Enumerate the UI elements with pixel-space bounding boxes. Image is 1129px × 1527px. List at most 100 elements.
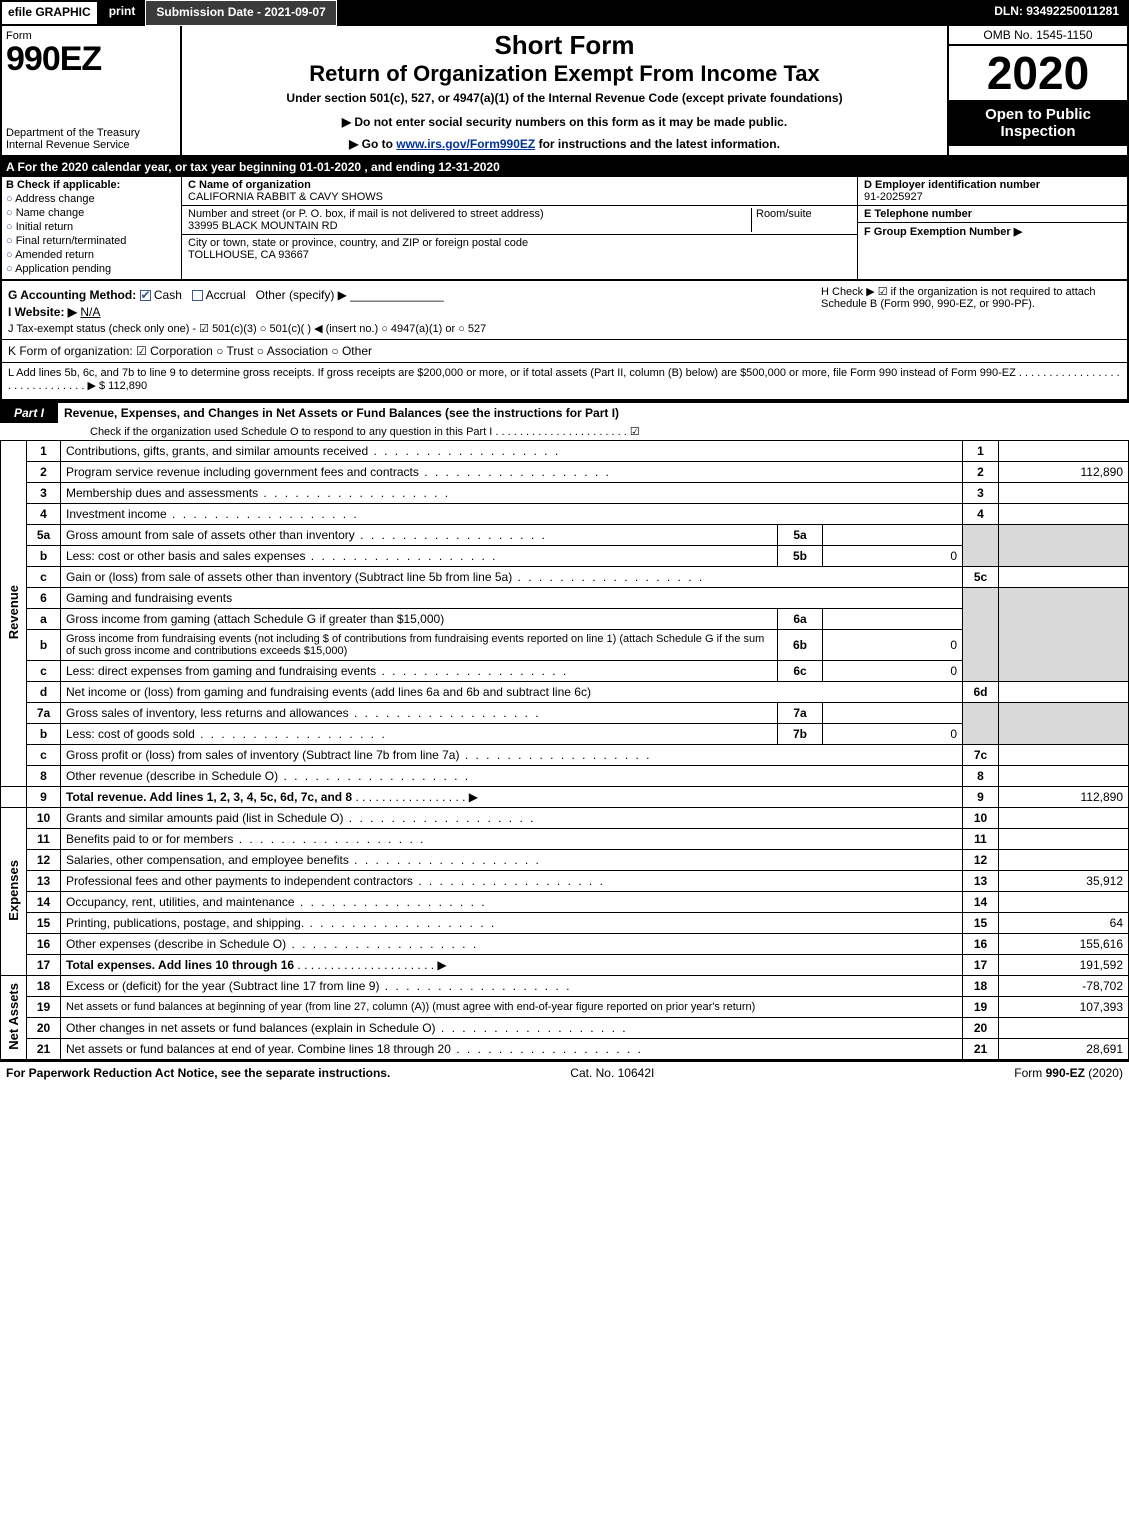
line-10-amt [999, 808, 1129, 829]
line-6a-subamt [823, 609, 963, 630]
line-5a-sub: 5a [778, 525, 823, 546]
line-8-num: 8 [27, 766, 61, 787]
line-20-col: 20 [963, 1018, 999, 1039]
line-17-text: Total expenses. Add lines 10 through 16 … [61, 955, 963, 976]
line-7c-text: Gross profit or (loss) from sales of inv… [61, 745, 963, 766]
do-not-enter-ssn: ▶ Do not enter social security numbers o… [188, 115, 941, 129]
line-6b-subamt: 0 [823, 630, 963, 661]
chk-cash[interactable] [140, 290, 151, 301]
line-19-text: Net assets or fund balances at beginning… [61, 997, 963, 1018]
j-tax-exempt: J Tax-exempt status (check only one) - ☑… [8, 322, 1121, 335]
section-b: B Check if applicable: Address change Na… [2, 177, 182, 279]
line-11-text: Benefits paid to or for members [61, 829, 963, 850]
line-20-text: Other changes in net assets or fund bala… [61, 1018, 963, 1039]
line-6d-col: 6d [963, 682, 999, 703]
line-8-amt [999, 766, 1129, 787]
line-5b-sub: 5b [778, 546, 823, 567]
line-7b-num: b [27, 724, 61, 745]
org-city: TOLLHOUSE, CA 93667 [188, 249, 309, 261]
ein-value: 91-2025927 [864, 191, 923, 203]
chk-address-change[interactable]: Address change [6, 193, 177, 205]
part-i-label: Part I [0, 403, 58, 423]
line-9-amt: 112,890 [999, 787, 1129, 808]
chk-amended-return[interactable]: Amended return [6, 249, 177, 261]
line-4-amt [999, 504, 1129, 525]
gray-7 [963, 703, 999, 745]
submission-date: Submission Date - 2021-09-07 [145, 0, 336, 26]
line-18-amt: -78,702 [999, 976, 1129, 997]
goto-instructions: ▶ Go to www.irs.gov/Form990EZ for instru… [188, 137, 941, 151]
line-10-text: Grants and similar amounts paid (list in… [61, 808, 963, 829]
chk-initial-return[interactable]: Initial return [6, 221, 177, 233]
line-12-num: 12 [27, 850, 61, 871]
line-14-text: Occupancy, rent, utilities, and maintena… [61, 892, 963, 913]
print-button[interactable]: print [99, 0, 146, 26]
gray-7-amt [999, 703, 1129, 745]
line-11-num: 11 [27, 829, 61, 850]
line-2-num: 2 [27, 462, 61, 483]
block-bcd: B Check if applicable: Address change Na… [0, 177, 1129, 281]
chk-accrual[interactable] [192, 290, 203, 301]
gray-5 [963, 525, 999, 567]
line-7a-num: 7a [27, 703, 61, 724]
website-label: I Website: ▶ [8, 305, 77, 319]
form-header: Form 990EZ Department of the Treasury In… [0, 26, 1129, 157]
org-street: 33995 BLACK MOUNTAIN RD [188, 220, 338, 232]
dept-label: Department of the Treasury [6, 127, 140, 139]
line-4-col: 4 [963, 504, 999, 525]
line-5c-col: 5c [963, 567, 999, 588]
line-13-text: Professional fees and other payments to … [61, 871, 963, 892]
efile-label: efile GRAPHIC [0, 0, 99, 26]
chk-name-change[interactable]: Name change [6, 207, 177, 219]
line-5b-text: Less: cost or other basis and sales expe… [61, 546, 778, 567]
line-19-num: 19 [27, 997, 61, 1018]
line-6c-sub: 6c [778, 661, 823, 682]
website-value: N/A [80, 305, 100, 319]
l-gross-receipts: L Add lines 5b, 6c, and 7b to line 9 to … [8, 367, 1121, 392]
b-title: B Check if applicable: [6, 179, 177, 191]
g-label: G Accounting Method: [8, 288, 136, 302]
line-14-amt [999, 892, 1129, 913]
line-7b-text: Less: cost of goods sold [61, 724, 778, 745]
irs-label: Internal Revenue Service [6, 139, 130, 151]
return-title: Return of Organization Exempt From Incom… [188, 61, 941, 87]
line-9-num: 9 [27, 787, 61, 808]
goto-pre: ▶ Go to [349, 137, 396, 151]
line-5c-num: c [27, 567, 61, 588]
line-6a-num: a [27, 609, 61, 630]
section-def: D Employer identification number 91-2025… [857, 177, 1127, 279]
footer-left: For Paperwork Reduction Act Notice, see … [6, 1066, 390, 1080]
line-21-amt: 28,691 [999, 1039, 1129, 1060]
line-21-text: Net assets or fund balances at end of ye… [61, 1039, 963, 1060]
part-i-header: Part I Revenue, Expenses, and Changes in… [0, 401, 1129, 440]
omb-number: OMB No. 1545-1150 [949, 26, 1127, 46]
line-2-amt: 112,890 [999, 462, 1129, 483]
line-12-text: Salaries, other compensation, and employ… [61, 850, 963, 871]
line-5c-text: Gain or (loss) from sale of assets other… [61, 567, 963, 588]
line-5c-amt [999, 567, 1129, 588]
line-6-num: 6 [27, 588, 61, 609]
d-ein-label: D Employer identification number [864, 179, 1040, 191]
line-15-num: 15 [27, 913, 61, 934]
line-3-text: Membership dues and assessments [61, 483, 963, 504]
line-5a-text: Gross amount from sale of assets other t… [61, 525, 778, 546]
line-17-num: 17 [27, 955, 61, 976]
line-15-amt: 64 [999, 913, 1129, 934]
chk-application-pending[interactable]: Application pending [6, 263, 177, 275]
line-12-col: 12 [963, 850, 999, 871]
line-5a-num: 5a [27, 525, 61, 546]
irs-link[interactable]: www.irs.gov/Form990EZ [396, 137, 535, 151]
line-7c-amt [999, 745, 1129, 766]
goto-post: for instructions and the latest informat… [539, 137, 780, 151]
e-tel-label: E Telephone number [864, 208, 972, 220]
line-13-col: 13 [963, 871, 999, 892]
c-city-label: City or town, state or province, country… [188, 237, 528, 249]
chk-final-return[interactable]: Final return/terminated [6, 235, 177, 247]
line-21-col: 21 [963, 1039, 999, 1060]
line-6c-num: c [27, 661, 61, 682]
other-specify: Other (specify) ▶ [256, 288, 347, 302]
dept-treasury: Department of the Treasury Internal Reve… [6, 127, 176, 151]
footer-right: Form 990-EZ (2020) [1014, 1066, 1123, 1080]
line-10-num: 10 [27, 808, 61, 829]
line-7a-subamt [823, 703, 963, 724]
